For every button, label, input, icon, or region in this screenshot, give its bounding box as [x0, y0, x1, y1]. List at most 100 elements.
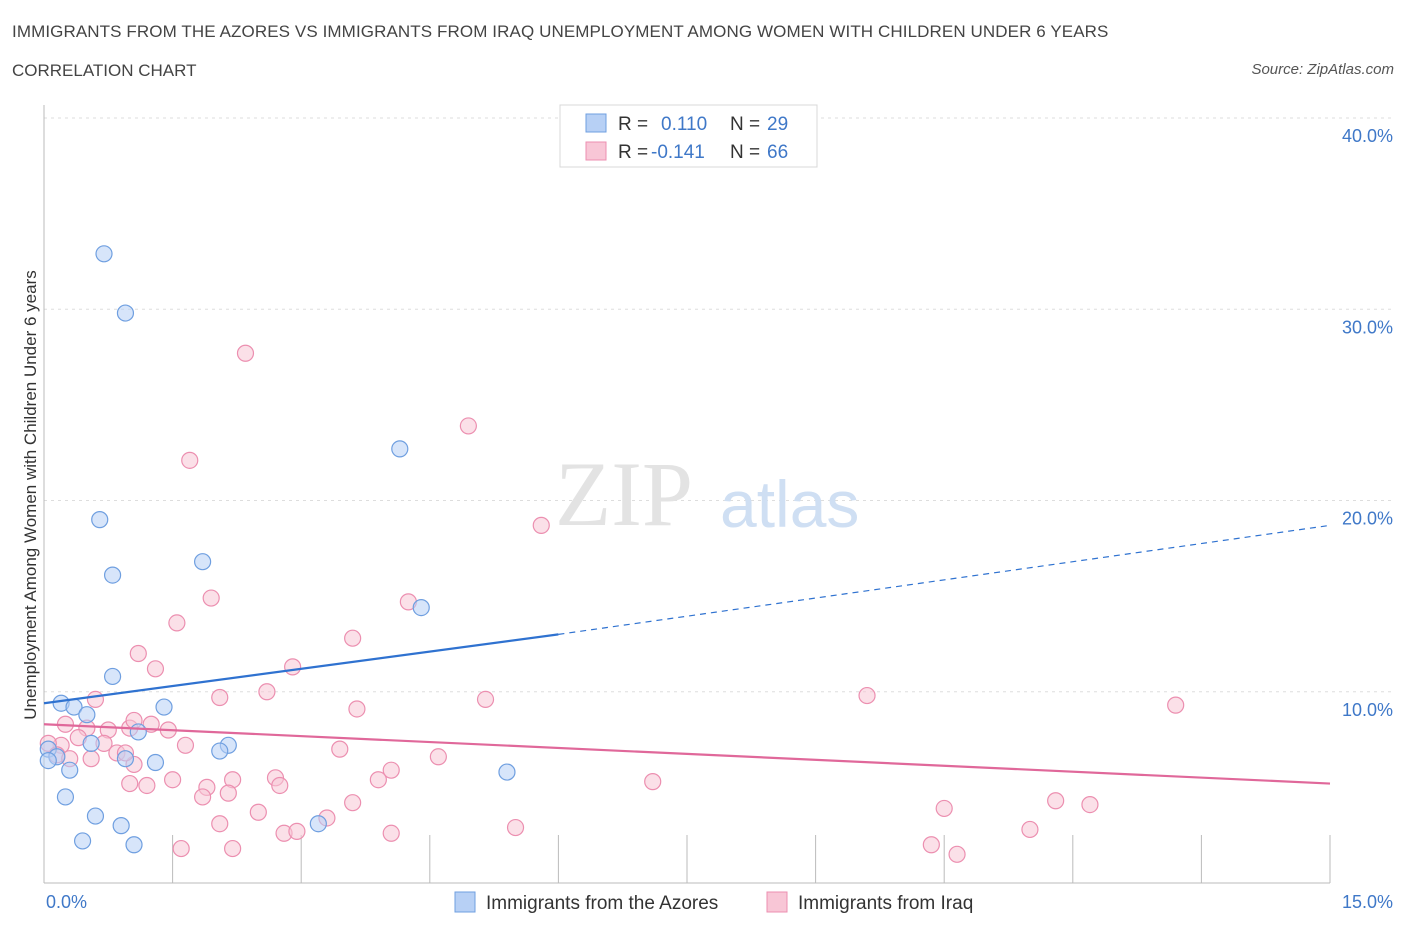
bottom-legend-swatch-azores	[454, 891, 476, 913]
iraq-point	[1081, 795, 1099, 814]
azores-trend-line	[43, 633, 559, 705]
iraq-point	[181, 451, 199, 469]
azores-trend-extension	[558, 524, 1331, 635]
legend-swatch-iraq	[585, 141, 607, 161]
iraq-point	[344, 629, 362, 647]
legend-iraq-n-label: N =	[730, 142, 760, 163]
bottom-legend-azores: Immigrants from the Azores	[486, 893, 718, 914]
legend: R = 0.110 N = 29 R = -0.141 N = 66	[559, 104, 818, 168]
iraq-point	[146, 660, 165, 678]
azores-point	[73, 832, 92, 850]
legend-azores-n-label: N =	[730, 114, 760, 135]
iraq-point	[1047, 792, 1065, 810]
y-tick-label: 10.0%	[1342, 700, 1393, 720]
x-tick-label-max: 15.0%	[1342, 892, 1393, 912]
azores-point	[61, 761, 79, 779]
iraq-point	[506, 818, 525, 837]
iraq-point	[202, 589, 220, 607]
bottom-legend-iraq: Immigrants from Iraq	[798, 893, 973, 914]
iraq-point	[1021, 820, 1039, 839]
iraq-point	[236, 344, 255, 362]
azores-points	[39, 245, 516, 854]
iraq-point	[219, 784, 237, 802]
iraq-point	[948, 845, 966, 863]
iraq-point	[532, 516, 550, 534]
azores-point	[82, 734, 100, 752]
watermark: ZIP atlas	[555, 443, 859, 545]
azores-point	[391, 440, 409, 458]
azores-point	[103, 667, 122, 686]
iraq-point	[331, 740, 349, 758]
legend-azores-r-label: R =	[618, 114, 648, 135]
iraq-point	[172, 839, 190, 858]
azores-point	[146, 753, 165, 772]
iraq-point	[271, 776, 289, 795]
azores-point	[78, 706, 96, 724]
iraq-point	[86, 690, 105, 709]
iraq-trend-line	[43, 723, 1331, 785]
azores-point	[103, 566, 122, 584]
legend-azores-r-value: 0.110	[661, 114, 707, 135]
azores-point	[56, 788, 75, 806]
iraq-point	[935, 799, 953, 818]
x-ticks	[172, 835, 1331, 883]
iraq-point	[369, 771, 387, 789]
azores-point	[129, 723, 147, 741]
y-tick-label: 20.0%	[1342, 509, 1393, 529]
iraq-point	[194, 788, 212, 806]
azores-point	[95, 245, 113, 263]
trend-lines	[43, 524, 1331, 785]
iraq-point	[82, 750, 100, 768]
chart-subtitle: CORRELATION CHART	[12, 61, 197, 80]
legend-iraq-n-value: 66	[767, 142, 788, 163]
watermark-zip: ZIP	[555, 443, 693, 545]
azores-point	[309, 815, 327, 833]
iraq-point	[168, 614, 186, 632]
iraq-point	[249, 803, 267, 821]
bottom-legend: Immigrants from the Azores Immigrants fr…	[454, 891, 973, 914]
azores-point	[39, 751, 57, 770]
legend-iraq-r-value: -0.141	[651, 142, 705, 163]
bottom-legend-swatch-iraq	[766, 891, 788, 913]
azores-point	[86, 807, 105, 825]
iraq-point	[922, 836, 940, 854]
iraq-point	[121, 774, 139, 793]
iraq-point	[429, 748, 447, 766]
azores-point	[194, 553, 212, 571]
iraq-point	[176, 736, 195, 754]
iraq-point	[382, 761, 400, 779]
iraq-point	[164, 771, 182, 789]
iraq-point	[382, 824, 400, 842]
iraq-point	[1167, 696, 1185, 714]
iraq-point	[858, 686, 876, 705]
gridlines	[44, 117, 1392, 693]
azores-point	[91, 511, 109, 529]
y-tick-label: 30.0%	[1342, 317, 1393, 337]
azores-point	[116, 304, 135, 322]
legend-iraq-r-label: R =	[618, 142, 648, 163]
y-tick-label: 40.0%	[1342, 126, 1393, 146]
azores-point	[498, 763, 516, 781]
iraq-point	[258, 683, 276, 701]
source-credit: Source: ZipAtlas.com	[1251, 61, 1394, 78]
iraq-point	[288, 822, 306, 840]
iraq-point	[224, 839, 242, 858]
legend-azores-n-value: 29	[767, 114, 788, 135]
azores-point	[116, 750, 135, 768]
y-axis-title: Unemployment Among Women with Children U…	[21, 270, 40, 719]
iraq-points	[39, 344, 1185, 863]
iraq-point	[211, 815, 229, 833]
iraq-point	[459, 417, 477, 435]
legend-swatch-azores	[585, 113, 607, 133]
iraq-point	[138, 776, 156, 795]
azores-point	[125, 836, 143, 854]
iraq-point	[348, 700, 366, 718]
azores-point	[412, 598, 430, 617]
iraq-point	[344, 794, 362, 812]
azores-point	[211, 742, 229, 760]
iraq-point	[644, 773, 662, 791]
iraq-point	[129, 644, 147, 663]
iraq-point	[476, 690, 495, 709]
iraq-point	[211, 688, 229, 707]
